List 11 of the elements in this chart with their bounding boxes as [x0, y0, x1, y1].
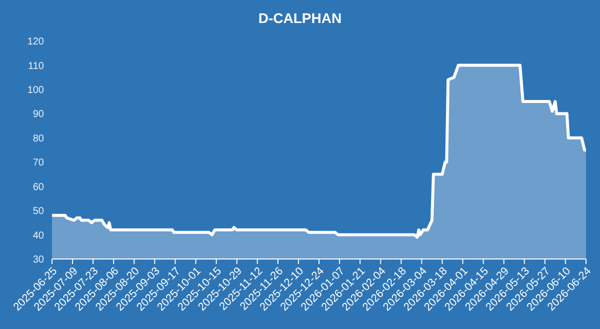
y-tick-label: 80 [32, 133, 44, 144]
y-tick-label: 70 [32, 158, 44, 169]
y-tick-label: 110 [28, 60, 44, 72]
y-tick-label: 60 [32, 182, 44, 193]
y-tick-label: 90 [32, 109, 44, 120]
chart-title: D-CALPHAN [257, 10, 343, 26]
y-tick-label: 50 [32, 206, 44, 218]
y-tick-label: 120 [27, 36, 44, 48]
y-tick-label: 40 [32, 230, 44, 242]
y-tick-label: 100 [27, 84, 44, 96]
y-tick-label: 30 [32, 254, 44, 266]
